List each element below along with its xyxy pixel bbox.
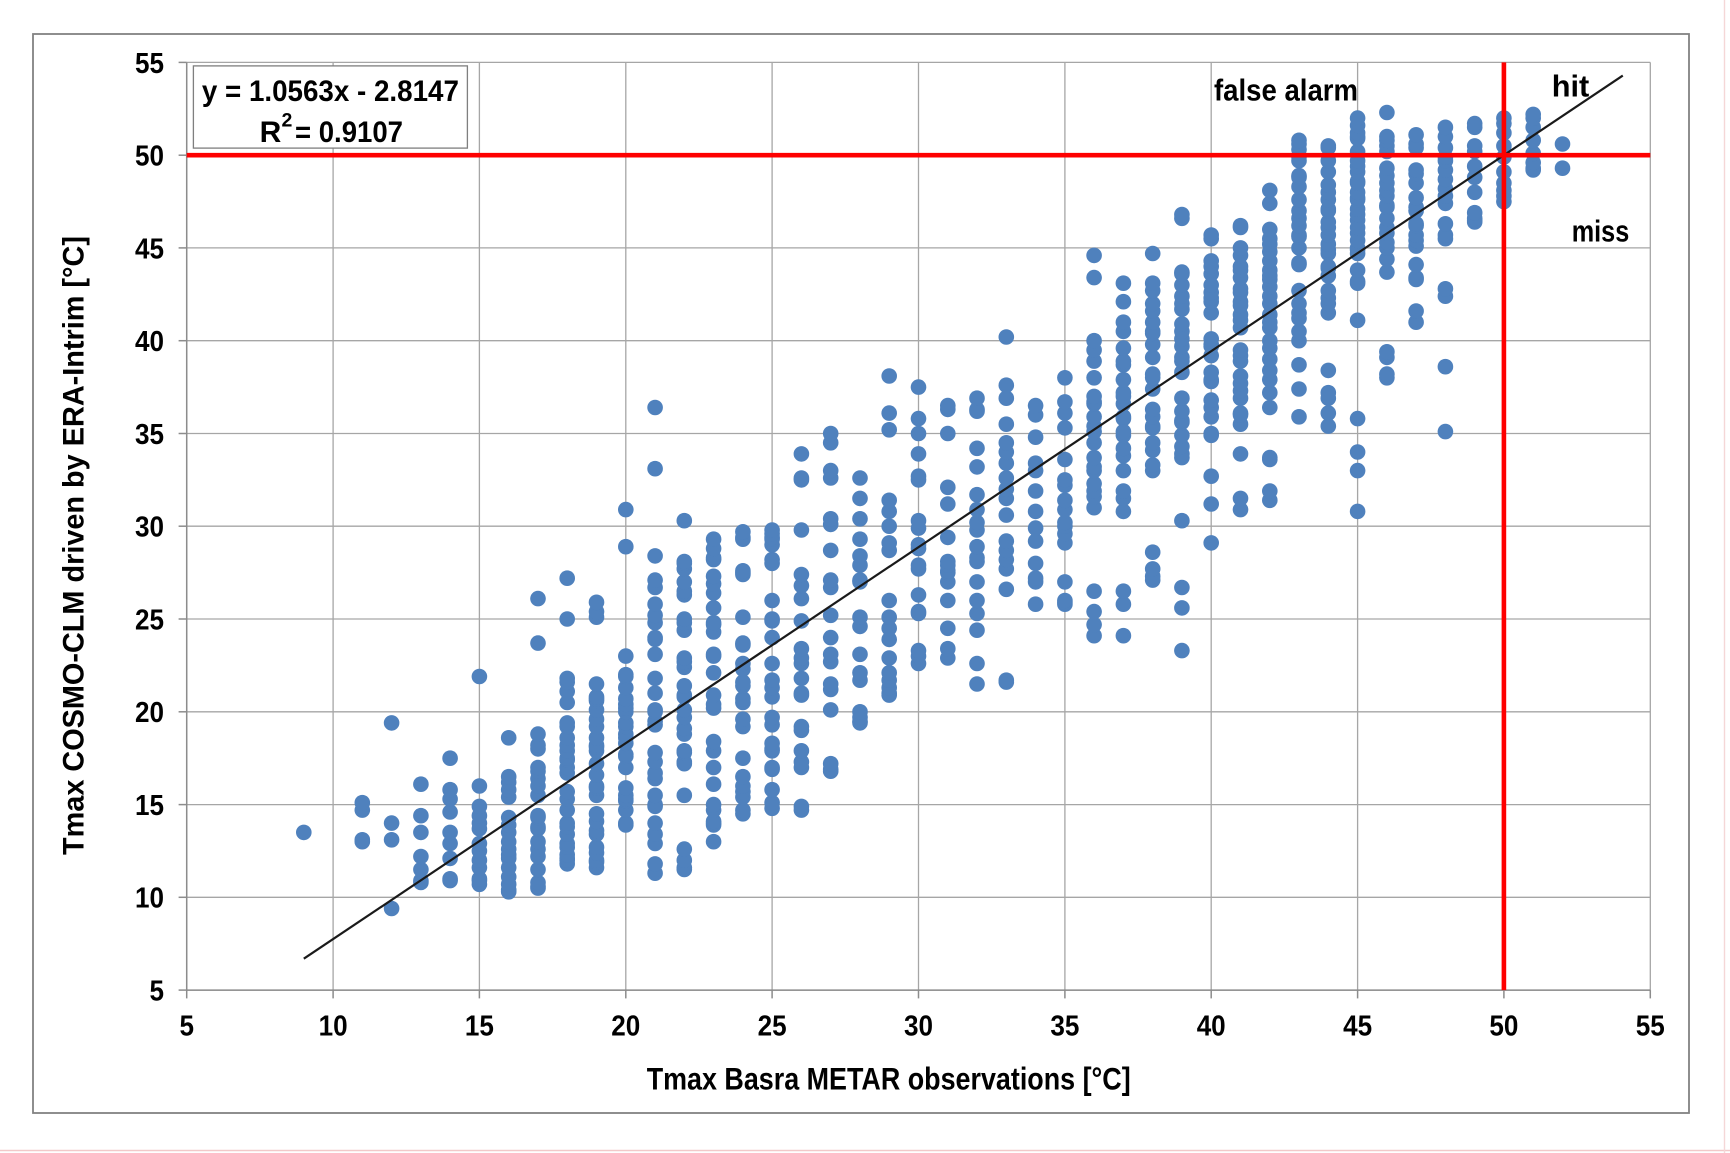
svg-text:20: 20 [611,1011,640,1043]
svg-text:30: 30 [135,512,164,544]
svg-text:10: 10 [135,883,164,915]
svg-text:25: 25 [758,1011,787,1043]
svg-text:Tmax COSMO-CLM driven by ERA-I: Tmax COSMO-CLM driven by ERA-Intrim [°C] [58,236,91,855]
svg-text:50: 50 [1489,1011,1518,1043]
svg-text:2: 2 [282,110,293,132]
svg-text:5: 5 [150,976,165,1008]
svg-text:y = 1.0563x - 2.8147: y = 1.0563x - 2.8147 [202,75,459,108]
svg-text:15: 15 [135,790,164,822]
svg-text:= 0.9107: = 0.9107 [295,116,403,149]
svg-text:35: 35 [1050,1011,1079,1043]
svg-text:30: 30 [904,1011,933,1043]
svg-text:miss: miss [1572,214,1630,249]
svg-text:40: 40 [1197,1011,1226,1043]
svg-text:Tmax Basra METAR observations: Tmax Basra METAR observations [°C] [647,1061,1131,1097]
svg-text:35: 35 [135,419,164,451]
svg-text:R: R [260,116,282,149]
svg-text:55: 55 [135,48,164,80]
svg-text:5: 5 [179,1011,194,1043]
svg-text:10: 10 [319,1011,348,1043]
svg-text:55: 55 [1636,1011,1665,1043]
svg-text:20: 20 [135,697,164,729]
svg-text:45: 45 [1343,1011,1372,1043]
svg-text:15: 15 [465,1011,494,1043]
svg-text:hit: hit [1552,69,1590,104]
svg-text:25: 25 [135,604,164,636]
svg-text:45: 45 [135,233,164,265]
svg-text:false alarm: false alarm [1214,72,1358,107]
svg-text:50: 50 [135,141,164,173]
svg-text:40: 40 [135,326,164,358]
